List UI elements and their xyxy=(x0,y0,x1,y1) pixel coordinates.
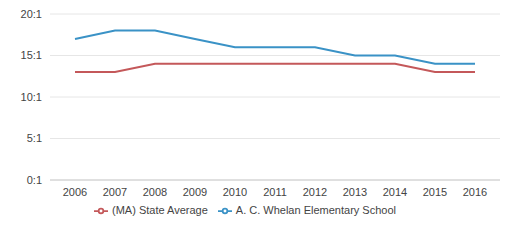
svg-text:5:1: 5:1 xyxy=(27,132,42,144)
svg-text:2007: 2007 xyxy=(103,186,127,198)
svg-text:2006: 2006 xyxy=(63,186,87,198)
svg-text:2012: 2012 xyxy=(303,186,327,198)
svg-text:2010: 2010 xyxy=(223,186,247,198)
svg-text:2013: 2013 xyxy=(343,186,367,198)
svg-text:20:1: 20:1 xyxy=(21,8,42,20)
svg-text:15:1: 15:1 xyxy=(21,49,42,61)
svg-text:2015: 2015 xyxy=(423,186,447,198)
svg-text:2014: 2014 xyxy=(383,186,407,198)
svg-text:2009: 2009 xyxy=(183,186,207,198)
html-text:(MA) State Average: (MA) State Average xyxy=(112,204,208,216)
html-text:A. C. Whelan Elementary School: A. C. Whelan Elementary School xyxy=(235,204,396,216)
svg-text:2011: 2011 xyxy=(263,186,287,198)
svg-text:10:1: 10:1 xyxy=(21,91,42,103)
svg-text:2016: 2016 xyxy=(463,186,487,198)
svg-text:2008: 2008 xyxy=(143,186,167,198)
svg-text:0:1: 0:1 xyxy=(27,174,42,186)
